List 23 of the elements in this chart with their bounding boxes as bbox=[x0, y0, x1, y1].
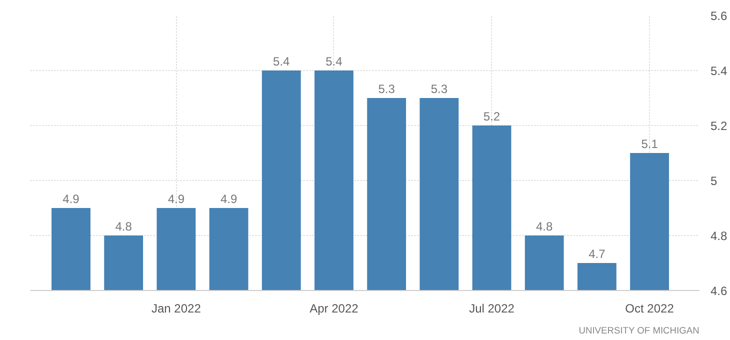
y-tick-label: 5.2 bbox=[710, 119, 728, 133]
data-label: 4.7 bbox=[588, 247, 606, 261]
data-label: 4.9 bbox=[220, 192, 238, 206]
y-tick-label: 4.8 bbox=[710, 229, 728, 243]
data-label: 5.1 bbox=[641, 137, 658, 151]
data-label: 4.9 bbox=[168, 192, 185, 206]
data-label: 4.8 bbox=[536, 220, 554, 234]
data-label: 5.4 bbox=[326, 54, 343, 68]
x-tick-label: Oct 2022 bbox=[625, 302, 674, 316]
data-label: 5.4 bbox=[273, 54, 290, 68]
y-tick-label: 4.6 bbox=[710, 284, 728, 298]
data-label: 4.8 bbox=[115, 220, 132, 234]
data-label: 5.2 bbox=[483, 110, 500, 124]
x-tick-label: Apr 2022 bbox=[310, 302, 359, 316]
x-tick-label: Jan 2022 bbox=[152, 302, 202, 316]
data-label: 5.3 bbox=[430, 82, 448, 96]
x-tick-label: Jul 2022 bbox=[469, 302, 515, 316]
y-tick-label: 5 bbox=[710, 174, 718, 188]
text: UNIVERSITY OF MICHIGAN bbox=[578, 326, 700, 336]
data-label: 5.3 bbox=[378, 82, 396, 96]
data-label: 4.9 bbox=[62, 192, 80, 206]
y-tick-label: 5.6 bbox=[710, 9, 728, 23]
y-tick-label: 5.4 bbox=[710, 64, 728, 78]
